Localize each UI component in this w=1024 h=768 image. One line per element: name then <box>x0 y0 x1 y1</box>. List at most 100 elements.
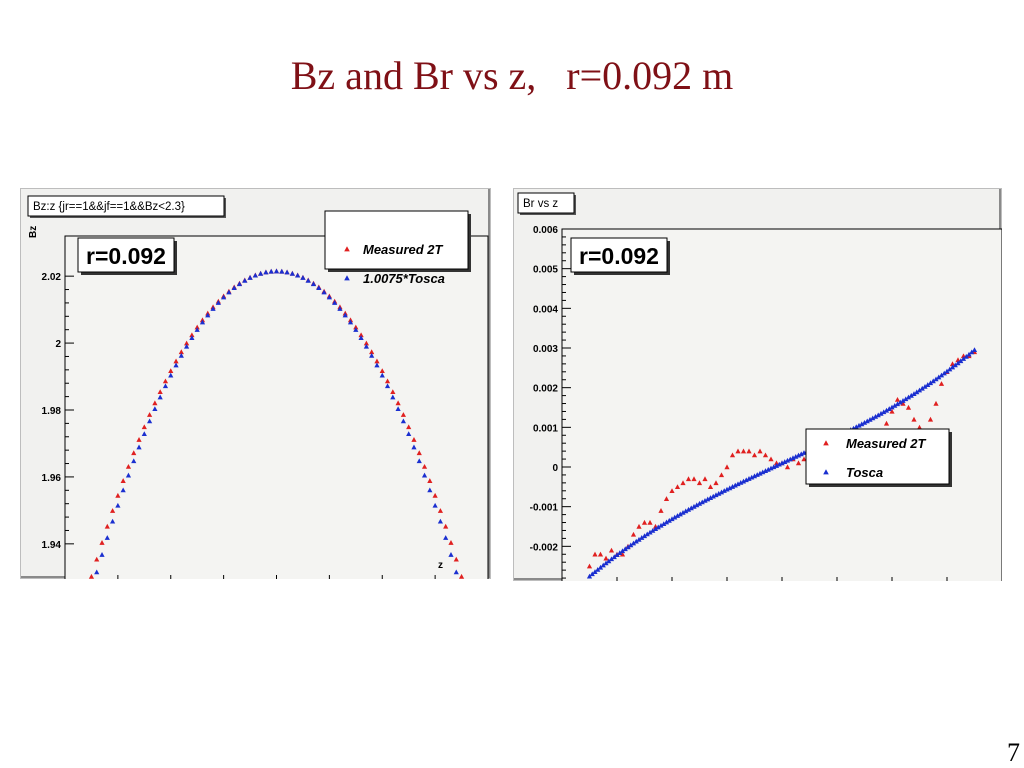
series-1-point-14 <box>625 544 631 550</box>
series-0-point-17 <box>680 480 686 486</box>
series-1-point-22 <box>647 529 653 535</box>
series-1-point-8 <box>608 556 615 562</box>
series-0-point-26 <box>729 452 736 458</box>
series-1-point-60 <box>406 431 412 437</box>
series-1-point-10 <box>614 552 620 558</box>
series-1-point-53 <box>732 482 738 488</box>
series-1-point-3 <box>104 535 110 540</box>
legend-label-0: Measured 2T <box>363 242 444 257</box>
series-1-point-51 <box>727 485 733 491</box>
series-1-point-24 <box>215 300 221 305</box>
series-1-point-49 <box>721 488 727 493</box>
series-0-point-24 <box>718 472 725 478</box>
legend-box <box>324 210 469 270</box>
series-1-point-25 <box>655 524 661 530</box>
series-0-point-9 <box>136 437 142 442</box>
series-1-point-113 <box>897 399 903 405</box>
series-0-point-22 <box>707 484 714 490</box>
series-1-point-136 <box>960 356 967 361</box>
series-0-point-52 <box>363 340 369 346</box>
legend-label-1: Tosca <box>846 465 883 480</box>
series-1-point-35 <box>683 508 689 514</box>
series-1-point-60 <box>751 473 758 479</box>
series-0-point-21 <box>702 476 708 482</box>
series-0-point-39 <box>801 456 807 462</box>
series-1-point-39 <box>295 272 301 278</box>
series-1-point-14 <box>162 383 169 389</box>
series-1-point-53 <box>369 352 375 358</box>
series-1-point-55 <box>738 479 744 485</box>
series-1-point-76 <box>795 452 802 458</box>
series-1-point-26 <box>226 289 232 295</box>
series-1-point-47 <box>716 490 722 496</box>
series-1-point-19 <box>639 535 645 540</box>
series-1-markers <box>94 268 459 575</box>
series-0-point-28 <box>740 448 747 454</box>
series-1-point-126 <box>933 376 939 382</box>
series-0-point-4 <box>608 547 615 553</box>
series-1-point-37 <box>284 269 290 275</box>
series-1-point-32 <box>258 270 264 276</box>
series-1-point-31 <box>252 272 258 278</box>
chart-title-box <box>27 195 225 217</box>
legend-label-1: 1.0075*Tosca <box>363 271 445 286</box>
y-tick-label: 0 <box>552 463 558 474</box>
series-1-point-48 <box>342 312 348 318</box>
series-1-point-62 <box>757 470 763 476</box>
series-1-point-125 <box>930 378 936 384</box>
y-tick-label: -0.002 <box>530 542 559 553</box>
series-1-point-68 <box>773 463 780 468</box>
plot-frame <box>561 228 1002 581</box>
series-1-point-127 <box>936 374 942 380</box>
series-1-point-8 <box>131 458 137 464</box>
series-0-point-33 <box>768 456 774 462</box>
series-1-point-104 <box>872 413 879 419</box>
series-1-point-106 <box>878 410 884 416</box>
series-0-point-13 <box>157 389 163 395</box>
series-1-point-59 <box>400 418 406 424</box>
series-0-point-15 <box>168 368 174 374</box>
series-1-point-50 <box>724 486 730 492</box>
series-1-point-118 <box>911 391 917 396</box>
series-1-point-57 <box>743 477 749 483</box>
series-1-point-13 <box>622 546 628 552</box>
legend-marker-0 <box>344 246 350 252</box>
series-1-point-30 <box>669 516 675 522</box>
series-1-point-10 <box>141 431 147 437</box>
series-1-point-26 <box>658 522 664 528</box>
series-1-point-18 <box>184 343 190 349</box>
series-0-point-38 <box>795 460 802 466</box>
series-1-point-67 <box>771 464 777 470</box>
series-0-point-16 <box>173 358 179 364</box>
series-1-point-101 <box>864 418 870 424</box>
series-1-point-33 <box>677 511 683 517</box>
series-1-point-112 <box>894 401 901 407</box>
series-1-point-27 <box>661 521 667 526</box>
series-0-point-11 <box>147 412 153 417</box>
series-1-point-21 <box>199 319 206 325</box>
series-0-point-20 <box>696 480 703 486</box>
series-0-point-7 <box>125 463 132 469</box>
series-1-point-6 <box>120 487 126 493</box>
series-0-point-6 <box>120 478 126 483</box>
legend-marker-1 <box>344 275 350 281</box>
annotation-box <box>570 237 668 273</box>
series-0-point-30 <box>751 452 758 458</box>
series-0-point-63 <box>933 400 939 406</box>
series-0-point-64 <box>427 478 433 483</box>
series-1-point-51 <box>358 335 364 340</box>
series-1-point-138 <box>966 351 972 357</box>
series-1-point-129 <box>941 370 947 376</box>
series-0-point-53 <box>369 349 375 355</box>
series-1-point-3 <box>595 566 601 572</box>
y-tick-label: 0.006 <box>533 225 558 236</box>
series-1-point-99 <box>859 421 865 427</box>
series-0-point-14 <box>663 496 670 501</box>
series-1-point-130 <box>944 368 950 374</box>
series-1-point-54 <box>374 362 380 368</box>
series-1-point-54 <box>735 481 741 487</box>
series-1-point-2 <box>99 552 105 557</box>
series-0-point-54 <box>883 420 890 426</box>
series-0-point-19 <box>691 476 697 482</box>
series-1-point-36 <box>279 268 285 274</box>
